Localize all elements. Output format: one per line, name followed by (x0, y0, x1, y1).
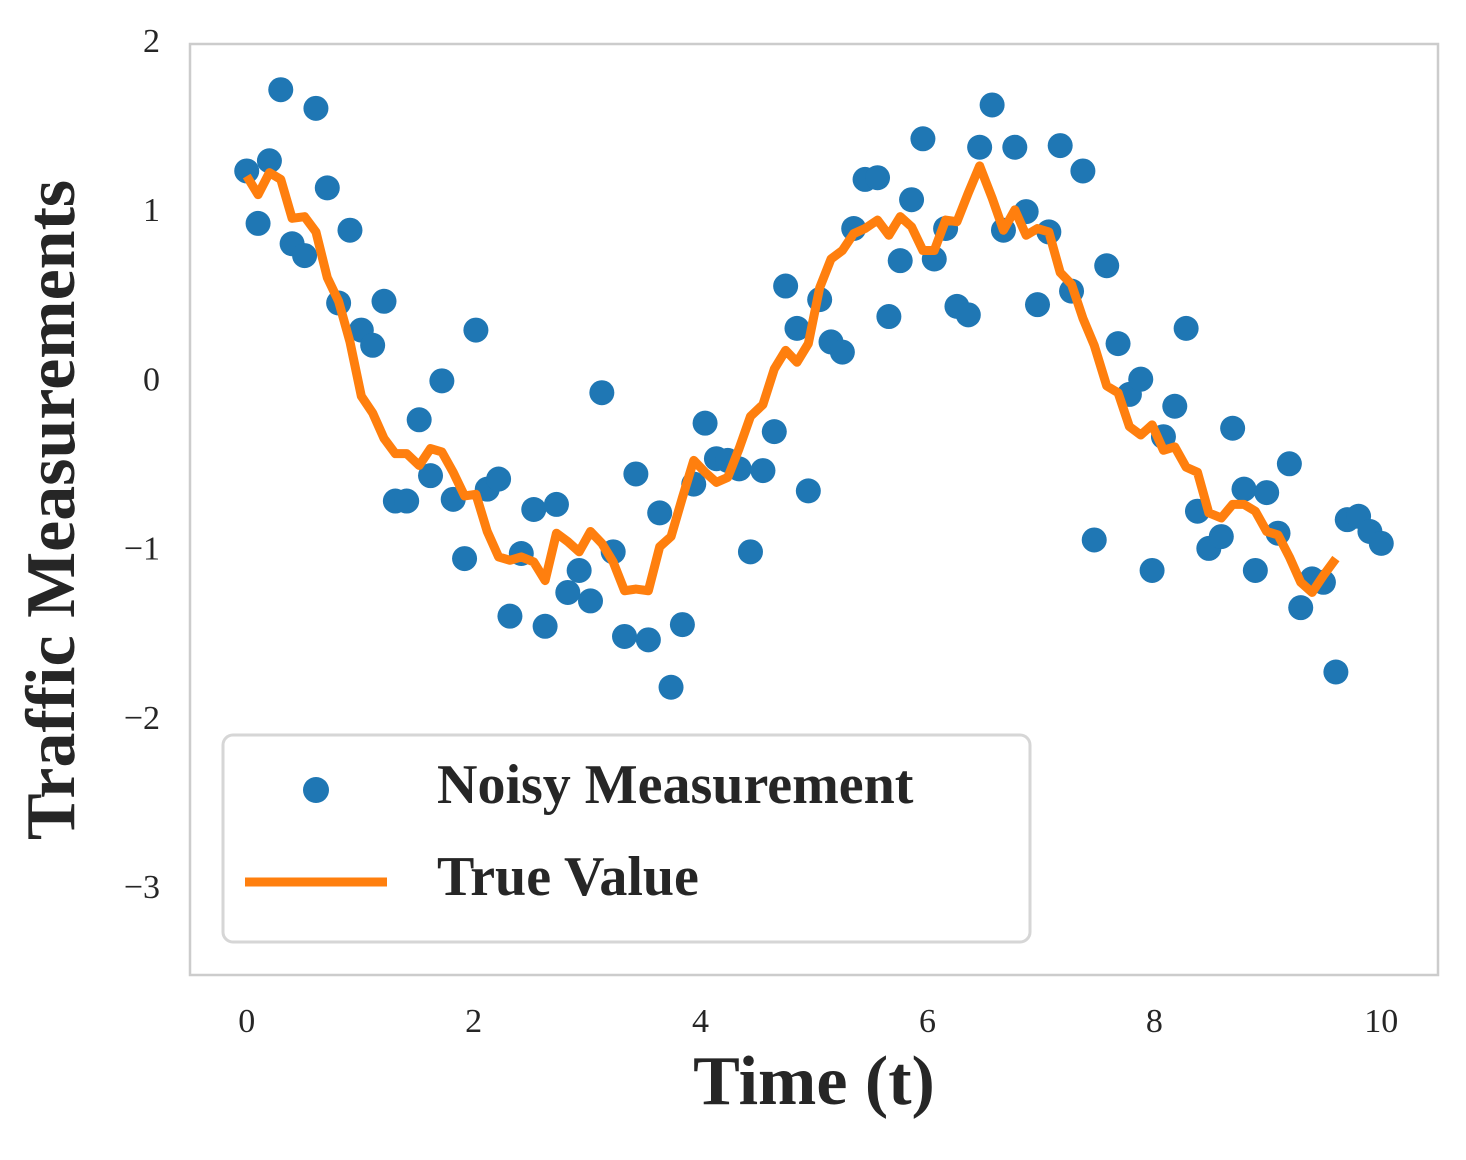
scatter-point (1105, 331, 1131, 357)
scatter-point (418, 463, 444, 489)
y-tick-label: −3 (124, 869, 160, 906)
x-tick-label: 6 (919, 1003, 936, 1040)
scatter-point (1288, 595, 1314, 621)
scatter-point (692, 410, 718, 436)
scatter-point (256, 148, 282, 174)
scatter-point (1025, 292, 1051, 318)
scatter-point (1128, 366, 1154, 392)
y-axis-label: Traffic Measurements (13, 180, 90, 840)
scatter-point (292, 243, 318, 269)
scatter-point (1162, 393, 1188, 419)
scatter-point (1139, 557, 1165, 583)
legend-label: Noisy Measurement (437, 754, 914, 816)
scatter-point (1220, 415, 1246, 441)
scatter-point (635, 627, 661, 653)
y-tick-label: −2 (124, 700, 160, 737)
scatter-point (268, 77, 294, 103)
scatter-point (658, 674, 684, 700)
scatter-point (967, 134, 993, 160)
scatter-point (979, 92, 1005, 118)
scatter-point (612, 623, 638, 649)
y-tick-label: 2 (143, 23, 160, 60)
scatter-point (1323, 659, 1349, 685)
scatter-point (429, 368, 455, 394)
scatter-point (1368, 530, 1394, 556)
scatter-point (795, 478, 821, 504)
x-tick-label: 0 (238, 1003, 255, 1040)
scatter-point (623, 461, 649, 487)
scatter-point (532, 613, 558, 639)
scatter-point (234, 158, 260, 184)
scatter-point (463, 317, 489, 343)
scatter-point (865, 165, 891, 191)
plot-frame (188, 42, 1440, 977)
x-tick-label: 2 (465, 1003, 482, 1040)
legend-box (221, 733, 1032, 944)
scatter-point (1070, 158, 1096, 184)
scatter-point (577, 588, 603, 614)
scatter-point (1047, 133, 1073, 159)
x-axis-label: Time (t) (693, 1043, 935, 1120)
scatter-point (955, 302, 981, 328)
x-tick-label: 8 (1146, 1003, 1163, 1040)
scatter-point (910, 126, 936, 152)
x-tick-label: 10 (1364, 1003, 1398, 1040)
scatter-point (543, 491, 569, 517)
true-value-line (242, 161, 1340, 597)
scatter-point (303, 95, 329, 121)
x-tick-label: 4 (692, 1003, 709, 1040)
scatter-point (245, 210, 271, 236)
scatter-point (773, 273, 799, 299)
scatter-point (337, 217, 363, 243)
scatter-point (761, 419, 787, 445)
scatter-point (406, 407, 432, 433)
legend-marker (303, 777, 329, 803)
scatter-point (784, 315, 810, 341)
scatter-point (521, 497, 547, 522)
scatter-point (555, 579, 581, 605)
scatter-point (750, 458, 776, 484)
scatter-point (829, 339, 855, 365)
legend: Noisy Measurement True Value (221, 733, 1032, 944)
legend-label: True Value (437, 846, 699, 908)
scatter-point (887, 248, 913, 274)
scatter-point (497, 603, 523, 629)
scatter-point (899, 187, 925, 213)
scatter-point (566, 557, 592, 583)
y-tick-label: −1 (124, 531, 160, 568)
scatter-point (876, 304, 902, 330)
scatter-point (394, 488, 420, 514)
scatter-point (1208, 524, 1234, 550)
scatter-point (647, 500, 673, 526)
scatter-point (360, 332, 386, 358)
scatter-point (452, 546, 478, 572)
scatter-point (589, 380, 615, 406)
scatter-point (1081, 527, 1107, 553)
y-tick-label: 0 (143, 361, 160, 398)
scatter-point (314, 175, 340, 201)
scatter-point (486, 466, 512, 492)
scatter-point (737, 539, 763, 565)
scatter-point (1254, 480, 1280, 506)
scatter-point (1242, 557, 1268, 583)
scatter-point (1094, 253, 1120, 279)
scatter-point (669, 612, 695, 638)
scatter-point (1002, 134, 1028, 160)
scatter-point (1276, 451, 1302, 477)
scatter-point (1173, 315, 1199, 341)
scatter-point (1231, 476, 1257, 502)
scatter-point (371, 288, 397, 314)
y-tick-label: 1 (143, 192, 160, 229)
